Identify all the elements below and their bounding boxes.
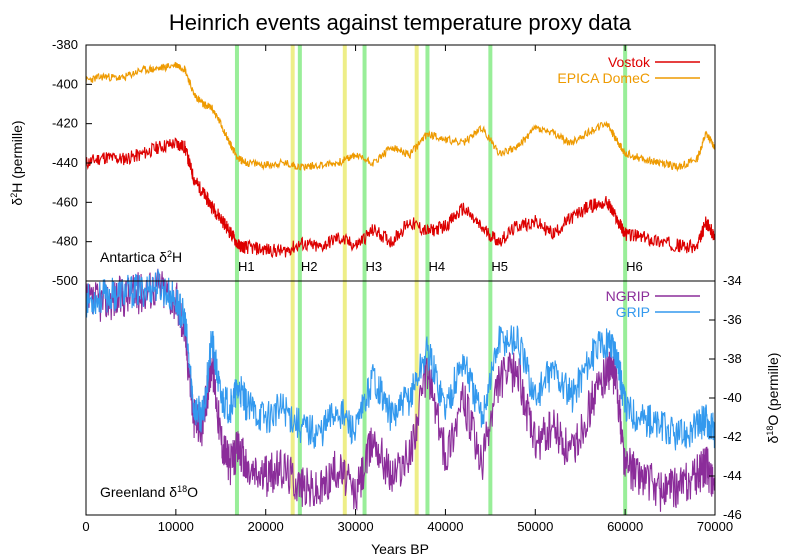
- bottom-y-tick-label: -40: [723, 390, 742, 405]
- secondary-band-3: [414, 45, 419, 515]
- top-y-tick-label: -380: [52, 37, 78, 52]
- plot-border: [85, 44, 716, 516]
- legend-label: Vostok: [608, 54, 651, 70]
- x-tick-label: 30000: [337, 519, 373, 534]
- x-axis-title: Years BP: [371, 541, 429, 557]
- event-bands: [234, 45, 628, 515]
- x-tick-label: 60000: [607, 519, 643, 534]
- panel-labels: Antartica δ2H Greenland δ18O H1 H2 H3 H4 H5 H6: [100, 249, 643, 500]
- heinrich-label-h3: H3: [366, 259, 383, 274]
- legend-label: GRIP: [616, 304, 650, 320]
- top-y-tick-label: -500: [52, 273, 78, 288]
- heinrich-label-h1: H1: [238, 259, 255, 274]
- heinrich-band-h3: [362, 45, 367, 515]
- heinrich-label-h5: H5: [491, 259, 508, 274]
- top-panel-label: Antartica δ2H: [100, 249, 182, 265]
- bottom-y-tick-label: -38: [723, 351, 742, 366]
- secondary-band-2: [342, 45, 347, 515]
- top-y-tick-label: -420: [52, 116, 78, 131]
- x-tick-label: 40000: [427, 519, 463, 534]
- bottom-y-tick-label: -46: [723, 507, 742, 522]
- bottom-y-tick-label: -44: [723, 468, 742, 483]
- x-tick-label: 70000: [697, 519, 733, 534]
- bottom-panel-label: Greenland δ18O: [100, 484, 198, 500]
- top-y-axis-title: δ2H (permille): [9, 120, 25, 205]
- axes: 0 10000 20000 30000 40000 50000 60000 70000 -380…: [9, 37, 781, 534]
- heinrich-label-h4: H4: [428, 259, 445, 274]
- heinrich-band-h6: [623, 45, 628, 515]
- heinrich-label-h2: H2: [301, 259, 318, 274]
- top-y-tick-label: -440: [52, 155, 78, 170]
- heinrich-band-h4: [425, 45, 430, 515]
- series-line-ngrip: [85, 268, 716, 512]
- bottom-y-tick-label: -34: [723, 273, 742, 288]
- series-line-vostok: [85, 137, 716, 259]
- top-y-tick-label: -460: [52, 194, 78, 209]
- x-tick-label: 50000: [517, 519, 553, 534]
- heinrich-band-h5: [488, 45, 493, 515]
- x-tick-label: 10000: [158, 519, 194, 534]
- heinrich-band-h2: [297, 45, 302, 515]
- x-tick-label: 20000: [248, 519, 284, 534]
- bottom-y-tick-label: -42: [723, 429, 742, 444]
- series-line-epica: [85, 61, 716, 173]
- heinrich-band-h1: [234, 45, 239, 515]
- bottom-y-axis-title: δ18O (permille): [765, 353, 781, 444]
- top-y-tick-label: -400: [52, 76, 78, 91]
- top-y-tick-label: -480: [52, 234, 78, 249]
- legend-label: NGRIP: [606, 288, 650, 304]
- series-line-grip: [85, 269, 716, 451]
- chart-title: Heinrich events against temperature prox…: [169, 10, 632, 35]
- x-tick-label: 0: [82, 519, 89, 534]
- legend-label: EPICA DomeC: [557, 70, 650, 86]
- bottom-y-tick-label: -36: [723, 312, 742, 327]
- plot-frame: [85, 44, 716, 516]
- series-layer: [85, 61, 716, 512]
- secondary-band-1: [290, 45, 295, 515]
- heinrich-label-h6: H6: [626, 259, 643, 274]
